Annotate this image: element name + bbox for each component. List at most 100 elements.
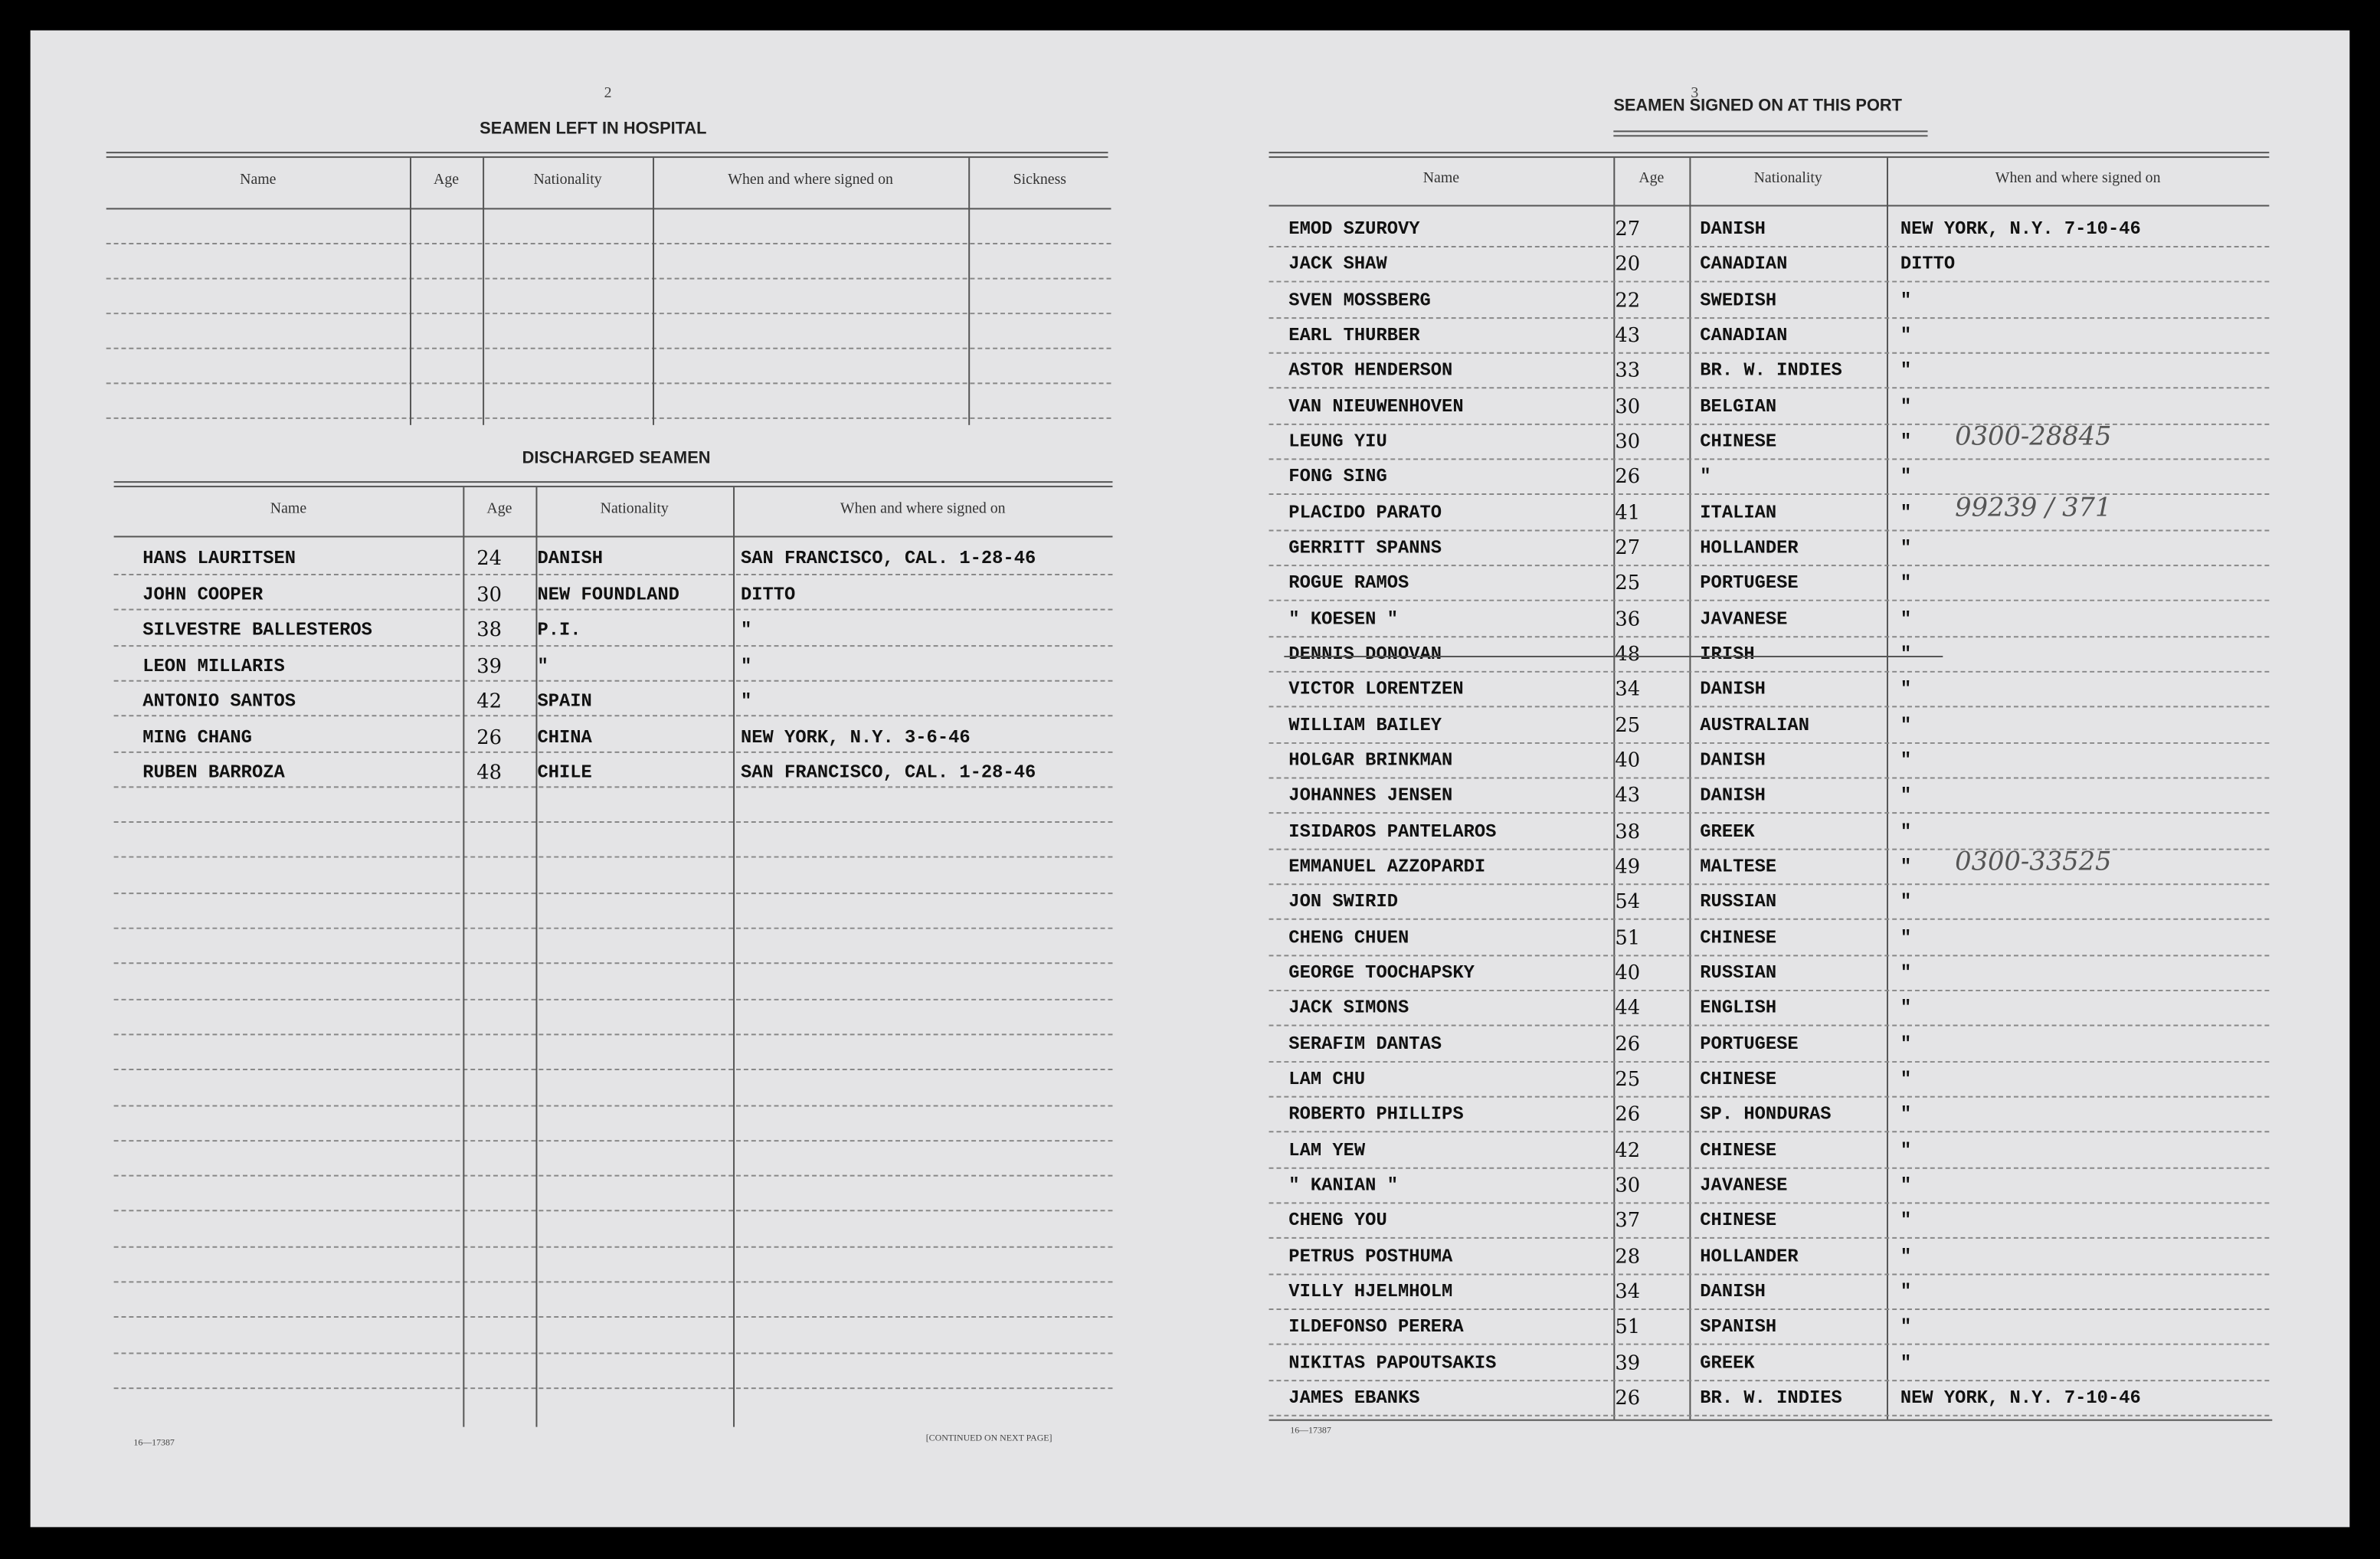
rule	[535, 487, 538, 1427]
signed-on: "	[1900, 997, 1912, 1020]
rule	[1269, 246, 2270, 247]
rule	[1269, 316, 2270, 319]
rule	[1269, 152, 2270, 154]
seaman-name: HOLGAR BRINKMAN	[1288, 749, 1453, 771]
rule	[1269, 812, 2270, 814]
rule	[1269, 1025, 2270, 1027]
nationality: SWEDISH	[1700, 289, 1777, 311]
age: 30	[1615, 1174, 1641, 1198]
nationality: SP. HONDURAS	[1700, 1104, 1832, 1125]
page-number: 2	[604, 84, 612, 102]
rule	[1269, 847, 2270, 850]
signed-on: "	[1900, 1068, 1912, 1090]
seaman-name: SILVESTRE BALLESTEROS	[142, 619, 372, 641]
nationality: BR. W. INDIES	[1700, 360, 1842, 382]
rule	[1269, 1060, 2270, 1063]
rule	[113, 1104, 1113, 1106]
rule	[113, 927, 1113, 929]
rule	[1269, 352, 2270, 354]
signed-on: "	[1900, 289, 1912, 311]
column-header: Nationality	[533, 171, 602, 188]
handwritten-note: 0300-33525	[1955, 847, 2112, 878]
column-header: Nationality	[1753, 169, 1822, 187]
rule	[1269, 883, 2270, 886]
nationality: PORTUGESE	[1700, 1033, 1799, 1055]
seaman-name: GERRITT SPANNS	[1288, 537, 1442, 559]
section-title: SEAMEN SIGNED ON AT THIS PORT	[1613, 97, 1902, 116]
nationality: ITALIAN	[1700, 502, 1777, 523]
rule	[1269, 1379, 2270, 1381]
rule	[1887, 158, 1888, 1420]
rule	[113, 1069, 1113, 1071]
seaman-name: FONG SING	[1288, 466, 1387, 488]
rule	[968, 158, 971, 425]
signed-on: "	[1900, 926, 1912, 948]
signed-on: "	[1900, 1104, 1912, 1125]
signed-on: "	[1900, 1245, 1912, 1267]
nationality: DANISH	[1700, 679, 1766, 701]
rule	[733, 487, 735, 1427]
nationality: BR. W. INDIES	[1700, 1387, 1842, 1409]
signed-on: SAN FRANCISCO, CAL. 1-28-46	[740, 761, 1036, 784]
nationality: SPAIN	[537, 690, 592, 712]
rule	[1269, 387, 2270, 389]
signed-on: "	[1900, 1210, 1912, 1232]
age: 27	[1615, 537, 1641, 561]
age: 26	[1615, 466, 1641, 490]
nationality: "	[1700, 466, 1711, 488]
footer: [CONTINUED ON NEXT PAGE]	[925, 1434, 1053, 1444]
column-header: Age	[434, 171, 460, 188]
nationality: DANISH	[1700, 218, 1766, 241]
column-header: When and where signed on	[1995, 169, 2161, 187]
seaman-name: EMOD SZUROVY	[1288, 218, 1420, 241]
nationality: GREEK	[1700, 820, 1755, 842]
signed-on: "	[1900, 431, 1912, 453]
age: 37	[1615, 1210, 1641, 1233]
rule	[113, 715, 1113, 717]
nationality: DANISH	[537, 548, 604, 570]
rule	[1269, 1237, 2270, 1240]
age: 25	[1615, 572, 1641, 596]
rule	[1269, 156, 2270, 159]
rule	[1269, 1419, 2273, 1421]
nationality: JAVANESE	[1700, 1174, 1788, 1197]
seaman-name: RUBEN BARROZA	[142, 761, 285, 784]
seaman-name: ANTONIO SANTOS	[142, 690, 296, 712]
age: 26	[1615, 1387, 1641, 1410]
rule	[1269, 423, 2270, 425]
age: 39	[1615, 1351, 1641, 1375]
seaman-name: ISIDAROS PANTELAROS	[1288, 820, 1497, 842]
rule	[1269, 1202, 2270, 1204]
handwritten-note: 0300-28845	[1955, 421, 2112, 453]
rule	[113, 1387, 1113, 1389]
rule	[1269, 529, 2270, 531]
rule	[113, 892, 1113, 894]
column-header: When and where signed on	[840, 500, 1006, 518]
seaman-name: JON SWIRID	[1288, 891, 1398, 913]
rule	[113, 1246, 1113, 1248]
section-title: DISCHARGED SEAMEN	[522, 449, 711, 468]
signed-on: "	[1900, 891, 1912, 913]
seaman-name: MING CHANG	[142, 726, 252, 748]
rule	[483, 158, 485, 425]
nationality: CHINESE	[1700, 1068, 1777, 1090]
paper	[30, 30, 2350, 1528]
seaman-name: DENNIS DONOVAN	[1288, 644, 1442, 665]
seaman-name: LEON MILLARIS	[142, 655, 285, 676]
nationality: MALTESE	[1700, 856, 1777, 878]
nationality: CHINESE	[1700, 1139, 1777, 1161]
nationality: NEW FOUNDLAND	[537, 583, 679, 605]
age: 43	[1615, 325, 1641, 348]
rule	[1269, 670, 2270, 673]
nationality: SPANISH	[1700, 1316, 1777, 1338]
rule	[113, 1174, 1113, 1177]
rule	[113, 1033, 1113, 1036]
rule	[113, 609, 1113, 611]
nationality: CHINESE	[1700, 431, 1777, 453]
seaman-name: PETRUS POSTHUMA	[1288, 1245, 1453, 1267]
age: 34	[1615, 1281, 1641, 1304]
rule	[113, 644, 1113, 647]
rule	[1269, 1131, 2270, 1133]
age: 26	[1615, 1104, 1641, 1127]
seaman-name: JACK SIMONS	[1288, 997, 1409, 1020]
